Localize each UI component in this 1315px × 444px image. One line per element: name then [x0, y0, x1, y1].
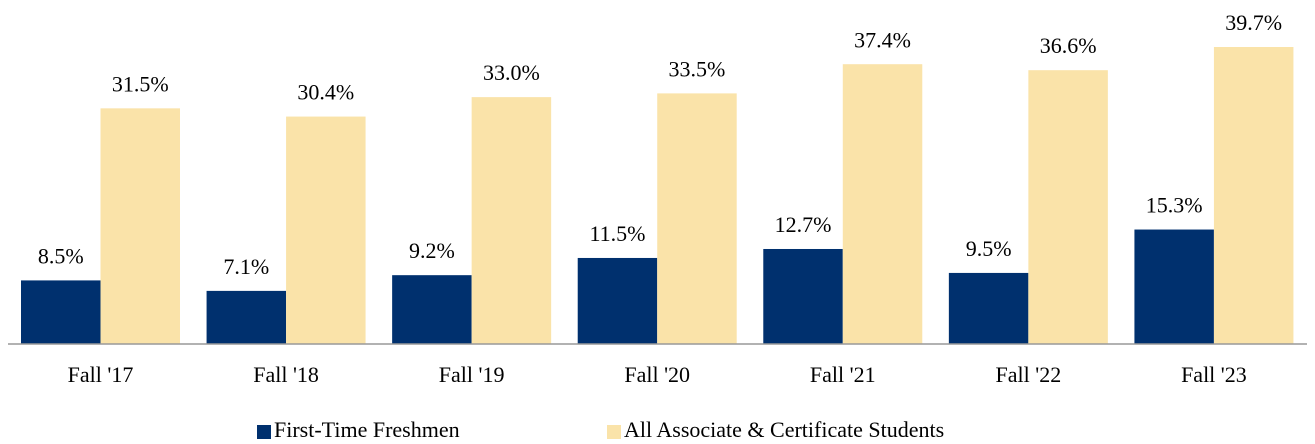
bar: [657, 93, 737, 344]
data-label: 9.5%: [966, 236, 1012, 261]
bar: [577, 257, 658, 344]
x-tick-label: Fall '18: [253, 362, 319, 387]
bar: [471, 97, 552, 344]
x-tick-label: Fall '23: [1181, 362, 1247, 387]
x-tick-label: Fall '20: [624, 362, 690, 387]
data-label: 12.7%: [775, 212, 832, 237]
data-label: 8.5%: [38, 243, 84, 268]
bar: [948, 272, 1029, 344]
bar: [286, 116, 366, 344]
bar: [842, 64, 923, 345]
data-label: 30.4%: [297, 80, 354, 105]
bar: [206, 290, 287, 344]
bar: [100, 108, 180, 344]
data-label: 39.7%: [1225, 10, 1282, 35]
data-label: 36.6%: [1040, 33, 1097, 58]
data-label: 11.5%: [589, 221, 645, 246]
x-tick-label: Fall '22: [996, 362, 1062, 387]
data-label: 37.4%: [854, 27, 911, 52]
bar: [392, 275, 472, 344]
data-label: 33.0%: [483, 60, 540, 85]
data-label: 9.2%: [409, 238, 455, 263]
legend-label: All Associate & Certificate Students: [624, 417, 944, 442]
data-label: 33.5%: [669, 56, 726, 81]
data-label: 15.3%: [1146, 193, 1203, 218]
bar: [1134, 229, 1214, 344]
data-label: 7.1%: [223, 254, 269, 279]
data-label: 31.5%: [112, 71, 169, 96]
legend-label: First-Time Freshmen: [274, 417, 460, 442]
bar: [763, 248, 843, 344]
bar: [1028, 70, 1108, 344]
legend-swatch: [607, 425, 621, 439]
bar: [21, 280, 101, 344]
legend-swatch: [257, 425, 271, 439]
x-tick-label: Fall '17: [68, 362, 134, 387]
bar: [1213, 47, 1294, 344]
x-tick-label: Fall '19: [439, 362, 505, 387]
x-tick-label: Fall '21: [810, 362, 876, 387]
